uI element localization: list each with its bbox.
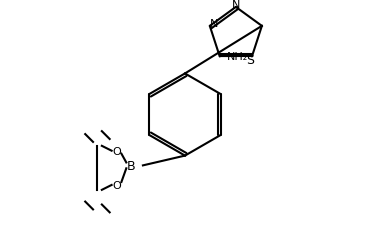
Text: S: S [246, 54, 254, 67]
Text: NH₂: NH₂ [227, 52, 248, 62]
Text: O: O [112, 146, 121, 156]
Text: N: N [209, 19, 218, 29]
Text: O: O [112, 180, 121, 190]
Text: B: B [127, 159, 135, 172]
Text: N: N [231, 0, 240, 10]
